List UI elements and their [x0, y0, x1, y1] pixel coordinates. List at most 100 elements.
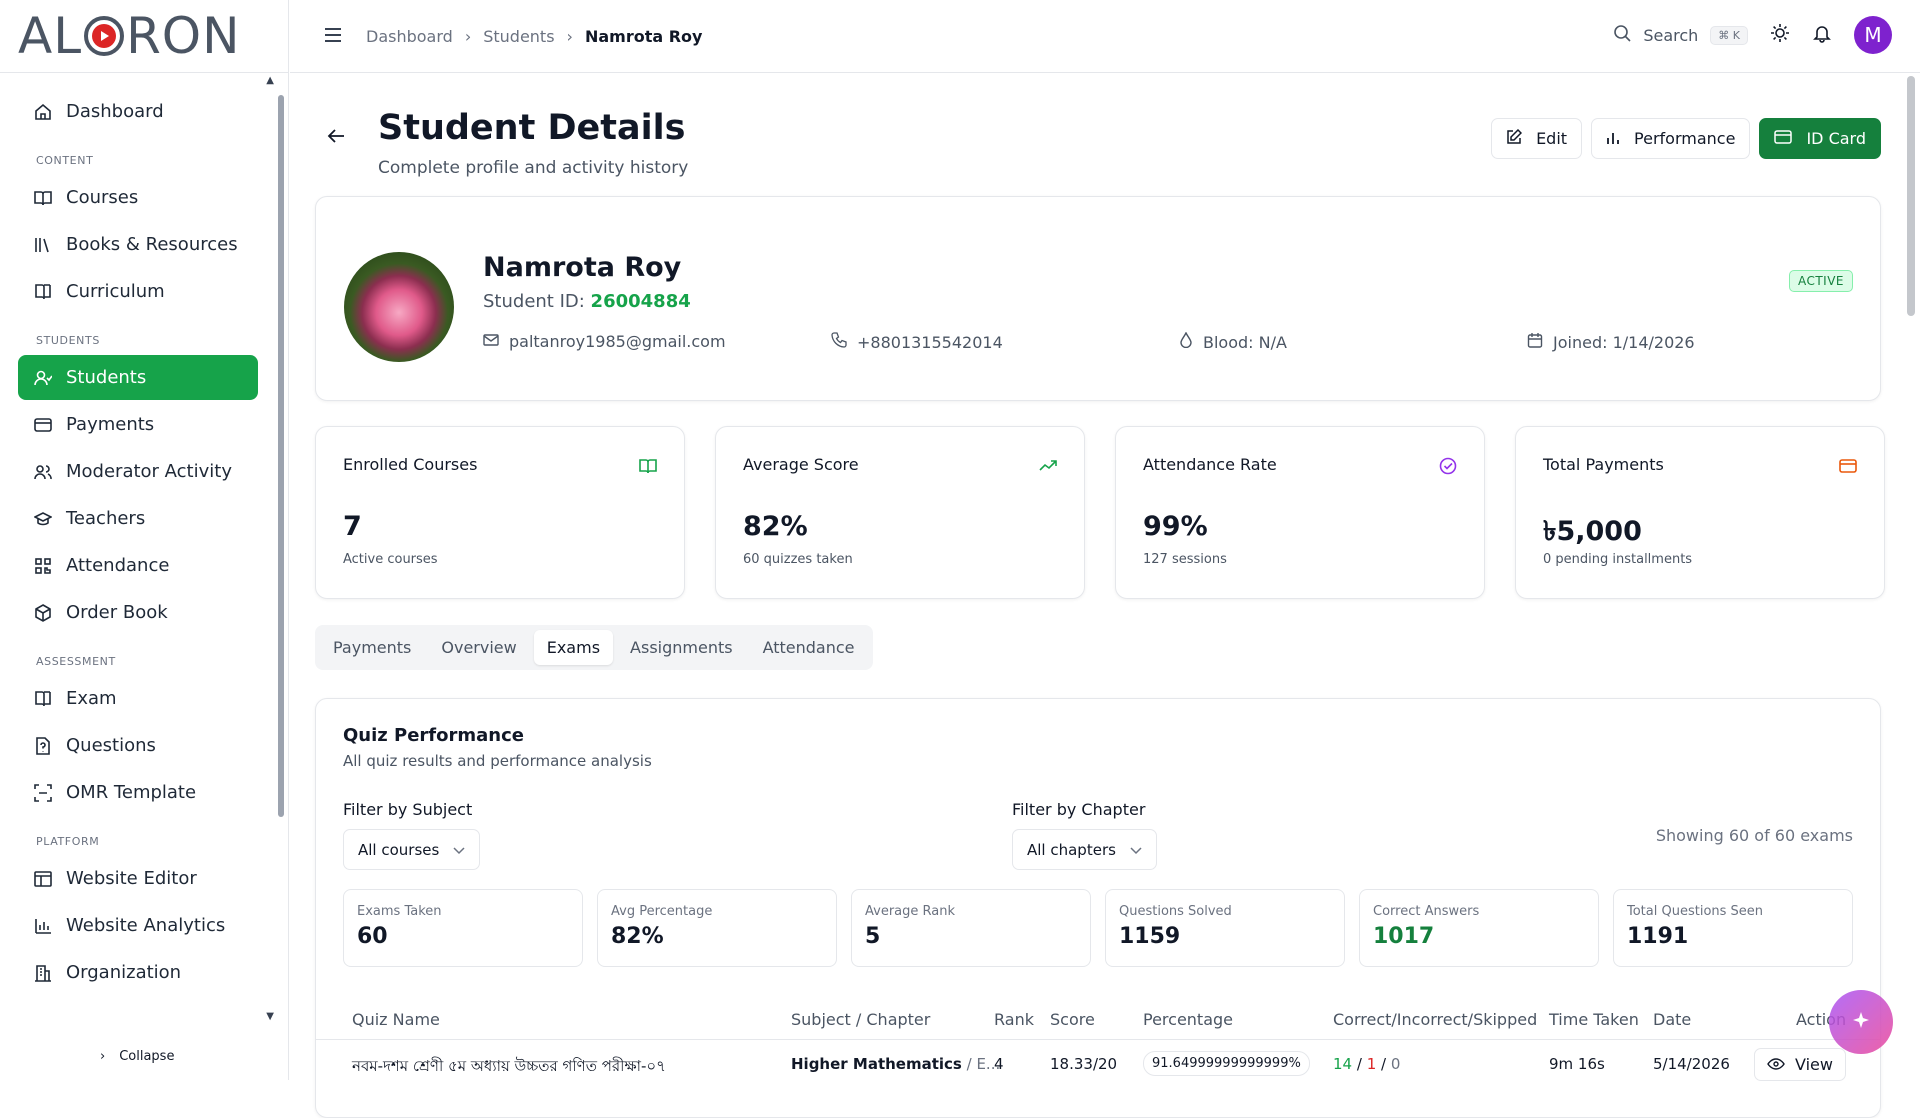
chevron-down-icon[interactable]: ▼: [266, 1011, 274, 1022]
users-icon: [34, 463, 52, 481]
back-arrow-icon[interactable]: [327, 128, 345, 148]
chevron-up-icon[interactable]: ▲: [266, 75, 274, 86]
book-open-icon: [639, 457, 657, 479]
sidebar-item-payments[interactable]: Payments: [18, 402, 258, 447]
sidebar-item-curriculum[interactable]: Curriculum: [18, 269, 258, 314]
tab-attendance[interactable]: Attendance: [762, 638, 855, 657]
chevron-right-icon: ›: [464, 26, 472, 46]
page-scrollbar[interactable]: [1907, 76, 1915, 316]
metric-value: 5: [865, 924, 881, 949]
metric-value: 60: [357, 924, 388, 949]
book-icon: [34, 283, 52, 301]
main-content: Student Details Complete profile and act…: [315, 73, 1885, 1118]
chevron-down-icon: [453, 841, 465, 859]
tab-assignments[interactable]: Assignments: [630, 638, 733, 657]
column-header: Subject / Chapter: [791, 1010, 931, 1029]
sidebar-item-label: Website Editor: [66, 868, 197, 889]
date-cell: 5/14/2026: [1653, 1055, 1730, 1073]
logo-text-left: AL: [18, 7, 83, 65]
id-card-button[interactable]: ID Card: [1759, 118, 1881, 159]
sidebar-item-label: Courses: [66, 187, 139, 208]
breadcrumb-students[interactable]: Students: [483, 26, 555, 46]
collapse-label: Collapse: [119, 1049, 175, 1064]
chapter-filter-select[interactable]: All chapters: [1012, 829, 1157, 870]
trending-up-icon: [1039, 457, 1057, 479]
sidebar-scrollbar[interactable]: [278, 95, 284, 817]
sidebar-item-attendance[interactable]: Attendance: [18, 543, 258, 588]
ai-assistant-button[interactable]: [1829, 990, 1893, 1054]
subject-filter-select[interactable]: All courses: [343, 829, 481, 870]
search-shortcut: ⌘ K: [1710, 25, 1748, 45]
tab-overview[interactable]: Overview: [441, 638, 517, 657]
view-button[interactable]: View: [1754, 1048, 1846, 1081]
edit-button[interactable]: Edit: [1491, 118, 1583, 159]
collapse-button[interactable]: › Collapse: [100, 1049, 174, 1064]
sidebar-item-website-analytics[interactable]: Website Analytics: [18, 903, 258, 948]
chapter-filter-value: All chapters: [1027, 840, 1116, 859]
metric-label: Total Questions Seen: [1627, 904, 1764, 919]
stat-value: ৳5,000: [1543, 516, 1642, 547]
metric-value: 1159: [1119, 924, 1181, 949]
sun-icon[interactable]: [1770, 23, 1790, 47]
tab-payments[interactable]: Payments: [333, 638, 412, 657]
sidebar-item-moderator-activity[interactable]: Moderator Activity: [18, 449, 258, 494]
subject-cell: Higher Mathematics / E...: [791, 1055, 1000, 1073]
sidebar-section-title: PLATFORM: [36, 835, 100, 848]
stat-card: Total Payments ৳5,000 0 pending installmen…: [1515, 426, 1885, 599]
sidebar-item-courses[interactable]: Courses: [18, 175, 258, 220]
metric-label: Average Rank: [865, 904, 955, 919]
blood-info: Blood: N/A: [1179, 331, 1287, 352]
quiz-name-cell[interactable]: নবম-দশম শ্রেণী ৫ম অধ্যায় উচ্চতর গণিত পর…: [352, 1057, 666, 1075]
stat-subtext: Active courses: [343, 552, 438, 567]
stat-card: Attendance Rate 99% 127 sessions: [1115, 426, 1485, 599]
sidebar-item-teachers[interactable]: Teachers: [18, 496, 258, 541]
metric-value: 82%: [611, 924, 664, 949]
email-text: paltanroy1985@gmail.com: [509, 332, 726, 351]
sidebar-item-exam[interactable]: Exam: [18, 676, 258, 721]
scan-icon: [34, 783, 52, 802]
score-cell: 18.33/20: [1050, 1055, 1118, 1073]
tab-exams[interactable]: Exams: [533, 630, 614, 665]
subject-filter-value: All courses: [358, 840, 440, 859]
droplet-icon: [1179, 331, 1193, 352]
stat-title: Total Payments: [1543, 455, 1664, 474]
phone-info: +8801315542014: [831, 332, 1003, 352]
sidebar-item-website-editor[interactable]: Website Editor: [18, 856, 258, 901]
time-cell: 9m 16s: [1549, 1055, 1605, 1073]
building-icon: [34, 964, 52, 982]
stat-card: Average Score 82% 60 quizzes taken: [715, 426, 1085, 599]
sidebar-item-dashboard[interactable]: Dashboard: [18, 89, 258, 134]
search-button[interactable]: Search ⌘ K: [1613, 24, 1748, 46]
sidebar-item-books-resources[interactable]: Books & Resources: [18, 222, 258, 267]
edit-label: Edit: [1536, 129, 1568, 148]
sidebar-item-label: Moderator Activity: [66, 461, 232, 482]
page-header: Student Details Complete profile and act…: [315, 98, 1881, 178]
metric-label: Questions Solved: [1119, 904, 1232, 919]
column-header: Percentage: [1143, 1010, 1234, 1029]
filter-chapter-label: Filter by Chapter: [1012, 800, 1146, 819]
sidebar-item-organization[interactable]: Organization: [18, 950, 258, 995]
breadcrumb-dashboard[interactable]: Dashboard: [366, 26, 453, 46]
stat-title: Enrolled Courses: [343, 455, 478, 474]
avatar[interactable]: M: [1854, 16, 1892, 54]
metric-value: 1017: [1373, 924, 1435, 949]
sidebar-item-questions[interactable]: Questions: [18, 723, 258, 768]
sidebar-item-label: Order Book: [66, 602, 168, 623]
stat-value: 7: [343, 511, 362, 542]
sidebar-item-students[interactable]: Students: [18, 355, 258, 400]
home-icon: [34, 103, 52, 121]
brand-logo[interactable]: AL RON: [18, 7, 241, 65]
column-header: Quiz Name: [352, 1010, 440, 1029]
student-name: Namrota Roy: [483, 252, 682, 283]
menu-icon[interactable]: [324, 27, 342, 46]
sidebar-item-order-book[interactable]: Order Book: [18, 590, 258, 635]
metric-card: Total Questions Seen 1191: [1613, 889, 1853, 967]
sidebar-item-omr-template[interactable]: OMR Template: [18, 770, 258, 815]
qr-icon: [34, 557, 52, 575]
bell-icon[interactable]: [1812, 23, 1832, 47]
quiz-performance-card: Quiz Performance All quiz results and pe…: [315, 698, 1881, 1118]
performance-button[interactable]: Performance: [1591, 118, 1751, 159]
book-icon: [34, 690, 52, 708]
detail-tabs: Payments Overview Exams Assignments Attendan…: [315, 625, 873, 670]
quiz-subtitle: All quiz results and performance analysi…: [343, 752, 652, 770]
